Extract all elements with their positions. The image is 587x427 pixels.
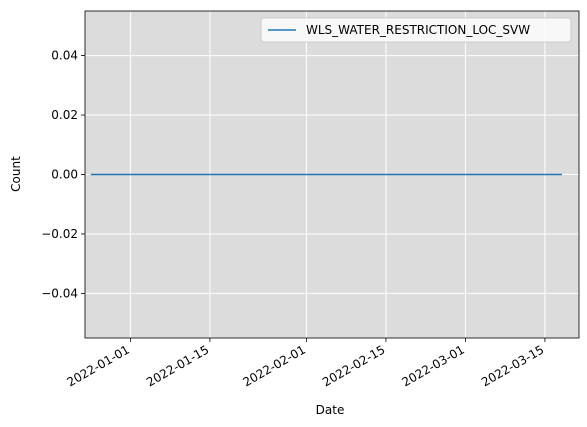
x-tick-label: 2022-01-15: [144, 342, 211, 389]
x-tick-label: 2022-03-01: [400, 342, 467, 389]
x-tick-label: 2022-01-01: [65, 342, 132, 389]
x-axis-title: Date: [316, 403, 345, 417]
x-tick-label: 2022-02-15: [320, 342, 387, 389]
y-tick-label: 0.00: [51, 168, 78, 182]
legend: WLS_WATER_RESTRICTION_LOC_SVW: [260, 17, 572, 43]
y-tick-label: −0.04: [41, 286, 78, 300]
y-tick-label: 0.04: [51, 49, 78, 63]
y-tick-label: 0.02: [51, 108, 78, 122]
x-tick-label: 2022-02-01: [241, 342, 308, 389]
y-axis-title: Count: [9, 156, 23, 192]
legend-box: [260, 17, 572, 43]
legend-label: WLS_WATER_RESTRICTION_LOC_SVW: [306, 23, 530, 37]
x-tick-label: 2022-03-15: [479, 342, 546, 389]
y-tick-label: −0.02: [41, 227, 78, 241]
